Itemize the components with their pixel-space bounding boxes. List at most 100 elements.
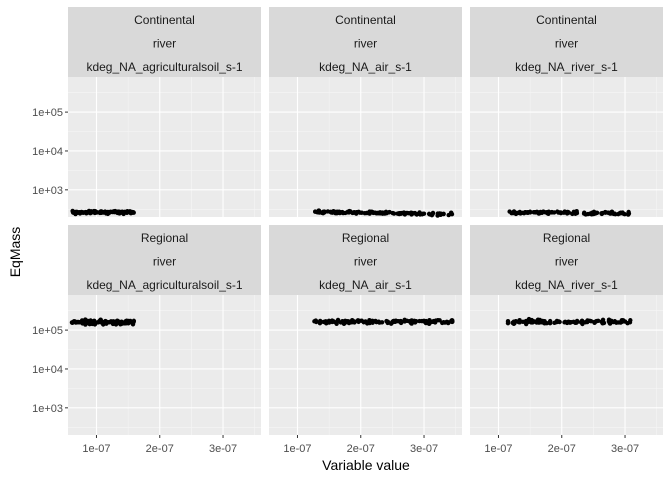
- data-point: [376, 211, 381, 216]
- data-point: [348, 209, 353, 214]
- data-point: [313, 209, 318, 214]
- data-point: [558, 210, 564, 216]
- data-point: [379, 320, 385, 325]
- data-point: [123, 318, 129, 324]
- facet-strip: [269, 7, 462, 77]
- data-point: [121, 210, 127, 215]
- facet-panel: Regional river kdeg_NA_agriculturalsoil_s-…: [68, 225, 261, 435]
- data-point: [435, 211, 440, 216]
- data-point: [423, 318, 429, 324]
- y-tick-label: 1e+04: [32, 146, 63, 158]
- data-point: [408, 318, 413, 324]
- x-tick-label: 1e-07: [484, 443, 512, 455]
- facet-strip-label: Continental: [536, 13, 597, 27]
- x-axes: 1e-07 2e-07 3e-07 1e-07 2e-07 3e-07 1e-07 2e-07…: [82, 435, 639, 455]
- x-tick-label: 3e-07: [410, 443, 438, 455]
- data-point: [385, 320, 390, 326]
- y-axis-title: EqMass: [7, 227, 23, 278]
- data-point: [325, 209, 331, 214]
- data-point: [329, 319, 335, 325]
- data-point: [565, 209, 570, 215]
- data-point: [533, 210, 539, 215]
- facet-strip-label: Continental: [335, 13, 396, 27]
- facet-panel: Continental river kdeg_NA_air_s-1: [269, 7, 462, 218]
- data-point: [409, 212, 414, 217]
- data-point: [131, 210, 136, 215]
- facet-strip: [68, 7, 261, 77]
- x-tick-label: 2e-07: [548, 443, 576, 455]
- data-point: [616, 320, 621, 325]
- data-point: [544, 210, 550, 215]
- facet-strip-label: Regional: [141, 231, 188, 245]
- data-point: [129, 320, 135, 325]
- facet-strip-label: kdeg_NA_river_s-1: [515, 278, 618, 292]
- data-point: [628, 318, 633, 323]
- data-point: [433, 318, 439, 323]
- data-point: [340, 210, 346, 216]
- data-point: [412, 210, 418, 216]
- y-tick-label: 1e+05: [32, 107, 63, 119]
- data-point: [357, 318, 362, 324]
- data-point: [440, 320, 445, 326]
- data-point: [380, 211, 385, 216]
- data-point: [71, 319, 77, 324]
- data-point: [402, 317, 407, 323]
- data-point: [80, 210, 86, 215]
- data-point: [402, 212, 408, 217]
- panel-background: [269, 77, 462, 217]
- data-point: [334, 210, 340, 216]
- data-point: [620, 210, 625, 215]
- data-point: [335, 318, 341, 324]
- facet-strip-label: river: [555, 37, 578, 51]
- facet-panel: Continental river kdeg_NA_river_s-1: [470, 7, 663, 217]
- data-point: [104, 321, 109, 326]
- data-point: [316, 208, 321, 213]
- facet-strip-label: kdeg_NA_air_s-1: [319, 60, 412, 74]
- data-point: [98, 210, 104, 215]
- facet-strip-label: river: [555, 255, 578, 269]
- data-point: [321, 210, 326, 215]
- data-point: [537, 210, 542, 216]
- data-point: [599, 211, 605, 217]
- y-tick-label: 1e+04: [32, 364, 63, 376]
- data-point: [426, 211, 432, 217]
- data-point: [585, 319, 590, 325]
- facet-panel: Regional river kdeg_NA_river_s-1: [470, 225, 663, 435]
- x-tick-label: 2e-07: [347, 443, 375, 455]
- data-point: [93, 208, 98, 214]
- data-point: [524, 210, 529, 215]
- data-point: [448, 210, 454, 215]
- data-point: [79, 318, 85, 323]
- panel-background: [470, 77, 663, 217]
- data-point: [98, 320, 104, 325]
- data-point: [108, 319, 114, 324]
- facet-panels: Continental river kdeg_NA_agriculturalsoil…: [68, 7, 663, 435]
- facet-strip-label: river: [153, 37, 176, 51]
- data-point: [511, 321, 517, 327]
- data-point: [116, 319, 121, 324]
- data-point: [386, 210, 392, 215]
- y-tick-label: 1e+05: [32, 325, 63, 337]
- data-point: [412, 319, 417, 325]
- data-point: [609, 318, 614, 324]
- data-point: [544, 320, 549, 326]
- data-point: [608, 210, 614, 215]
- y-tick-label: 1e+03: [32, 185, 63, 197]
- data-point: [362, 210, 368, 216]
- x-tick-label: 1e-07: [283, 443, 311, 455]
- x-tick-label: 2e-07: [146, 443, 174, 455]
- x-tick-label: 3e-07: [209, 443, 237, 455]
- data-point: [450, 319, 455, 324]
- data-point: [115, 209, 121, 214]
- data-point: [367, 209, 372, 214]
- data-point: [590, 210, 596, 215]
- facet-strip: [269, 225, 462, 295]
- x-tick-label: 3e-07: [611, 443, 639, 455]
- data-point: [390, 319, 395, 325]
- facet-strip-label: kdeg_NA_agriculturalsoil_s-1: [86, 60, 242, 74]
- facet-strip-label: Continental: [134, 13, 195, 27]
- data-point: [581, 211, 587, 216]
- data-point: [427, 317, 432, 323]
- panel-background: [68, 77, 261, 217]
